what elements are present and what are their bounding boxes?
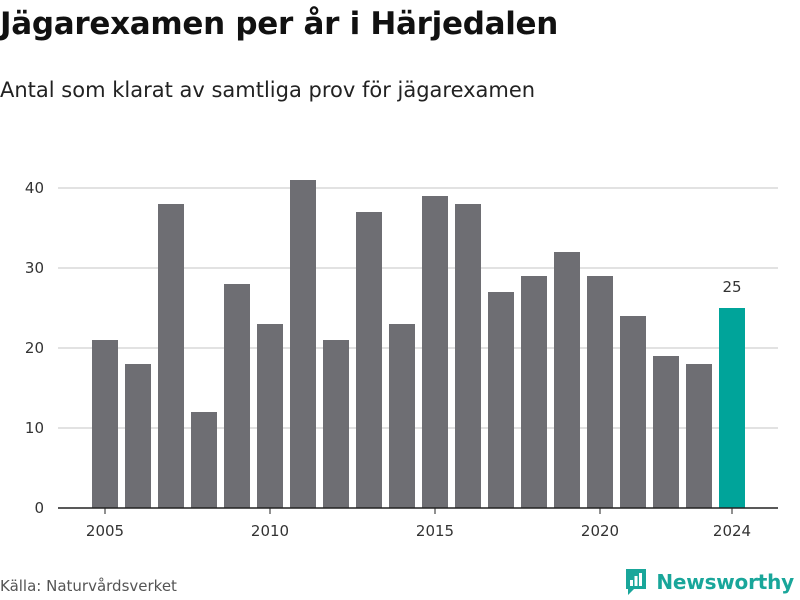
bar-chart: 0 10 20 30 40 2005 2010 2015 2020 2024 25 [25, 179, 778, 540]
y-tick-label-0: 0 [34, 499, 44, 517]
bar-2015 [422, 196, 448, 508]
x-tick-label-2015: 2015 [416, 522, 454, 540]
bar-2014 [389, 324, 415, 508]
y-tick-label-40: 40 [25, 179, 44, 197]
y-tick-label-10: 10 [25, 419, 44, 437]
newsworthy-logo-icon [626, 569, 647, 595]
chart-title: Jägarexamen per år i Härjedalen [0, 6, 559, 42]
bar-2021 [620, 316, 646, 508]
x-tick-label-2005: 2005 [86, 522, 124, 540]
x-tick-label-2024: 2024 [713, 522, 751, 540]
bar-2024 [719, 308, 745, 508]
bar-2022 [653, 356, 679, 508]
bar-2006 [125, 364, 151, 508]
bar-2020 [587, 276, 613, 508]
bar-2009 [224, 284, 250, 508]
bar-2010 [257, 324, 283, 508]
y-tick-label-20: 20 [25, 339, 44, 357]
bar-2013 [356, 212, 382, 508]
x-tick-label-2010: 2010 [251, 522, 289, 540]
bar-2017 [488, 292, 514, 508]
bar-2008 [191, 412, 217, 508]
source-note: Källa: Naturvårdsverket [0, 577, 177, 595]
bar-2012 [323, 340, 349, 508]
y-tick-label-30: 30 [25, 259, 44, 277]
bar-2011 [290, 180, 316, 508]
chart-subtitle: Antal som klarat av samtliga prov för jä… [0, 78, 536, 102]
bar-2016 [455, 204, 481, 508]
bar-2018 [521, 276, 547, 508]
brand-name: Newsworthy [656, 570, 794, 594]
bar-2007 [158, 204, 184, 508]
bar-2005 [92, 340, 118, 508]
x-tick-label-2020: 2020 [581, 522, 619, 540]
bar-2019 [554, 252, 580, 508]
brand-logo[interactable]: Newsworthy [624, 567, 794, 597]
bar-2023 [686, 364, 712, 508]
data-label-2024: 25 [722, 278, 741, 296]
